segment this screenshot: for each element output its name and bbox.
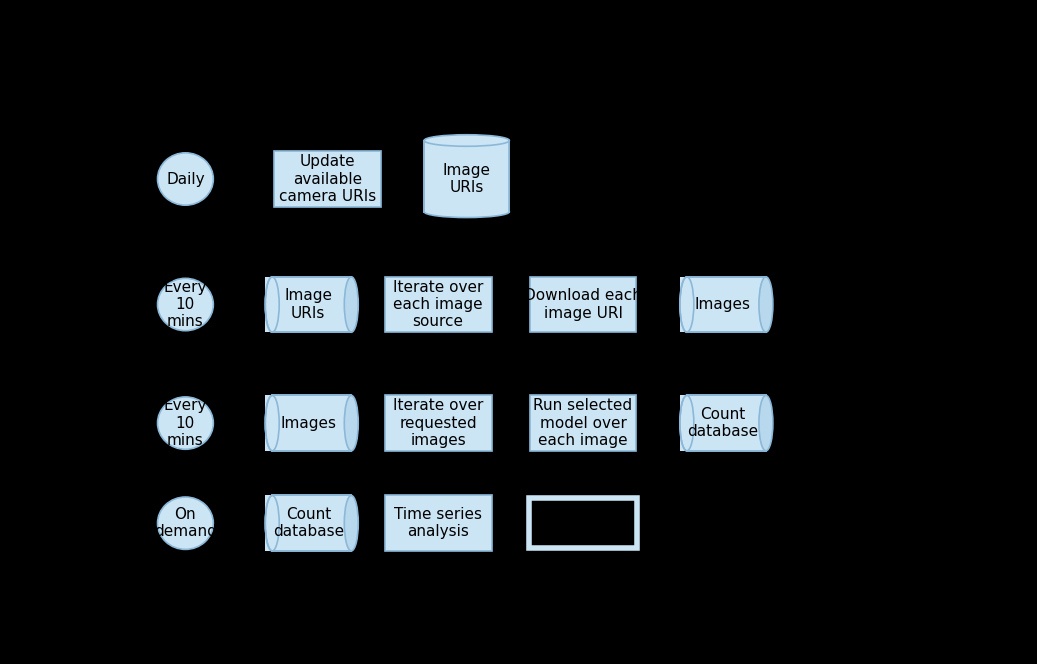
Ellipse shape [265, 395, 279, 451]
Text: Daily: Daily [166, 171, 204, 187]
Text: On
demand: On demand [153, 507, 217, 539]
FancyBboxPatch shape [273, 395, 352, 451]
FancyBboxPatch shape [680, 395, 766, 451]
FancyBboxPatch shape [265, 277, 352, 332]
Text: Image
URIs: Image URIs [443, 163, 491, 195]
Ellipse shape [344, 395, 358, 451]
Ellipse shape [680, 277, 694, 332]
Ellipse shape [265, 495, 279, 551]
FancyBboxPatch shape [265, 495, 352, 551]
Text: Images: Images [695, 297, 751, 312]
FancyBboxPatch shape [385, 395, 492, 451]
Text: Images: Images [280, 416, 336, 430]
Text: Update
available
camera URIs: Update available camera URIs [279, 154, 375, 204]
Ellipse shape [158, 397, 214, 450]
FancyBboxPatch shape [265, 395, 352, 451]
Ellipse shape [158, 497, 214, 549]
Text: Time series
analysis: Time series analysis [394, 507, 482, 539]
Text: Count
database: Count database [688, 407, 758, 440]
FancyBboxPatch shape [424, 141, 509, 212]
FancyBboxPatch shape [274, 151, 381, 207]
FancyBboxPatch shape [529, 498, 638, 548]
Text: Every
10
mins: Every 10 mins [164, 280, 207, 329]
FancyBboxPatch shape [530, 277, 637, 332]
Text: Iterate over
each image
source: Iterate over each image source [393, 280, 483, 329]
FancyBboxPatch shape [425, 141, 508, 212]
FancyBboxPatch shape [686, 277, 766, 332]
Ellipse shape [424, 206, 509, 218]
FancyBboxPatch shape [680, 277, 766, 332]
FancyBboxPatch shape [686, 395, 766, 451]
Ellipse shape [344, 495, 358, 551]
Ellipse shape [265, 277, 279, 332]
FancyBboxPatch shape [273, 495, 352, 551]
Text: Count
database: Count database [273, 507, 344, 539]
Ellipse shape [759, 277, 773, 332]
FancyBboxPatch shape [530, 395, 637, 451]
Ellipse shape [344, 277, 358, 332]
Text: Every
10
mins: Every 10 mins [164, 398, 207, 448]
Ellipse shape [680, 395, 694, 451]
Text: Image
URIs: Image URIs [284, 288, 332, 321]
Ellipse shape [424, 135, 509, 146]
Ellipse shape [158, 153, 214, 205]
Text: Run selected
model over
each image: Run selected model over each image [533, 398, 633, 448]
Ellipse shape [759, 395, 773, 451]
Ellipse shape [158, 278, 214, 331]
FancyBboxPatch shape [385, 277, 492, 332]
Text: Download each
image URI: Download each image URI [524, 288, 642, 321]
FancyBboxPatch shape [385, 495, 492, 551]
Text: Iterate over
requested
images: Iterate over requested images [393, 398, 483, 448]
FancyBboxPatch shape [273, 277, 352, 332]
